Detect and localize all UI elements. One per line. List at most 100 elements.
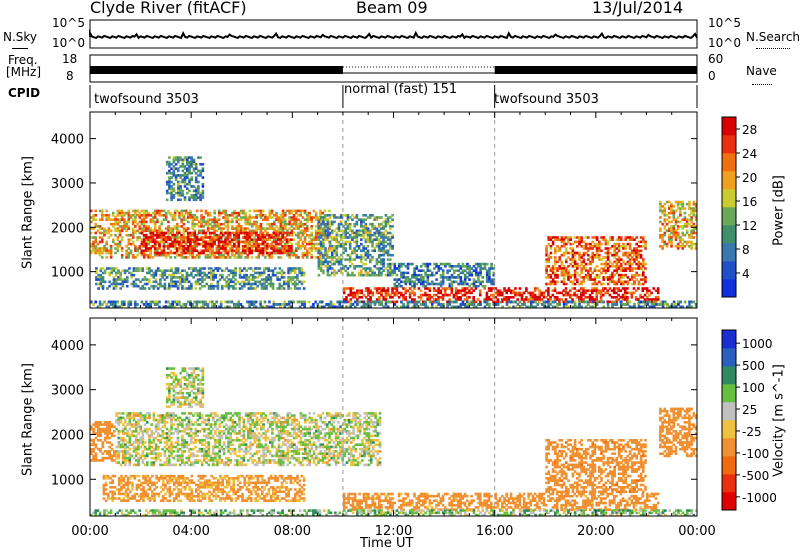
power-echo-cell <box>189 236 192 239</box>
power-echo-cell <box>362 214 365 217</box>
power-echo-cell <box>239 229 243 233</box>
power-echo-cell <box>142 209 146 213</box>
power-echo-cell <box>608 300 612 304</box>
power-echo-cell <box>608 287 612 290</box>
power-echo-cell <box>339 238 343 241</box>
power-echo-cell <box>600 282 603 286</box>
power-echo-cell <box>589 278 592 281</box>
power-echo-cell <box>371 271 374 275</box>
power-echo-cell <box>287 271 290 275</box>
power-echo-cell <box>171 303 174 306</box>
power-echo-cell <box>270 211 274 215</box>
power-echo-cell <box>180 218 183 221</box>
power-echo-cell <box>644 245 647 248</box>
power-echo-cell <box>101 251 104 255</box>
power-echo-cell <box>485 280 489 284</box>
power-echo-cell <box>148 267 151 270</box>
power-echo-cell <box>168 156 171 159</box>
power-echo-cell <box>565 236 568 239</box>
power-echo-cell <box>430 300 434 304</box>
power-echo-cell <box>470 267 474 270</box>
power-echo-cell <box>202 238 205 241</box>
power-echo-cell <box>382 236 385 239</box>
power-echo-cell <box>533 289 537 292</box>
power-echo-cell <box>228 247 232 250</box>
power-echo-cell <box>233 238 236 241</box>
power-echo-cell <box>501 293 504 297</box>
power-echo-cell <box>328 247 332 250</box>
power-echo-cell <box>599 298 603 301</box>
power-echo-cell <box>346 273 350 277</box>
power-echo-cell <box>540 298 544 301</box>
power-echo-cell <box>446 262 449 266</box>
power-echo-cell <box>291 282 295 286</box>
power-echo-cell <box>562 280 566 284</box>
power-echo-cell <box>554 238 557 241</box>
power-echo-cell <box>567 271 570 275</box>
power-echo-cell <box>348 227 352 230</box>
power-echo-cell <box>288 222 291 226</box>
power-echo-cell <box>382 251 385 255</box>
power-echo-cell <box>558 291 561 295</box>
power-echo-cell <box>235 305 238 309</box>
power-echo-cell <box>114 287 118 290</box>
power-echo-cell <box>339 242 343 246</box>
power-echo-cell <box>116 211 120 215</box>
power-echo-cell <box>103 229 106 233</box>
power-echo-cell <box>474 267 478 270</box>
power-echo-cell <box>186 158 189 162</box>
power-echo-cell <box>187 280 191 284</box>
power-echo-cell <box>306 211 309 215</box>
power-echo-cell <box>571 293 574 297</box>
power-echo-cell <box>364 296 368 299</box>
power-echo-cell <box>580 305 583 309</box>
power-echo-cell <box>487 287 491 290</box>
power-echo-cell <box>494 303 498 306</box>
power-echo-cell <box>156 231 159 235</box>
power-echo-cell <box>153 225 157 228</box>
power-echo-cell <box>443 291 447 295</box>
power-echo-cell <box>306 218 309 221</box>
power-echo-cell <box>670 238 673 241</box>
power-echo-cell <box>258 267 262 270</box>
power-echo-cell <box>527 305 531 309</box>
power-echo-cell <box>150 284 153 288</box>
power-echo-cell <box>564 289 568 292</box>
power-echo-cell <box>149 236 152 239</box>
power-echo-cell <box>587 276 590 279</box>
power-echo-cell <box>328 236 332 239</box>
power-echo-cell <box>670 209 673 213</box>
power-echo-cell <box>578 240 581 244</box>
power-echo-cell <box>191 216 194 219</box>
power-echo-cell <box>153 251 157 255</box>
power-echo-cell <box>389 227 392 230</box>
power-echo-cell <box>142 251 146 255</box>
power-echo-cell <box>382 240 385 244</box>
power-echo-cell <box>584 251 588 255</box>
power-echo-cell <box>610 289 614 292</box>
power-echo-cell <box>578 242 581 246</box>
power-echo-cell <box>176 267 180 270</box>
power-echo-cell <box>588 293 592 297</box>
power-echo-cell <box>364 289 368 292</box>
power-echo-cell <box>417 300 421 304</box>
power-echo-cell <box>197 191 200 195</box>
power-echo-cell <box>560 238 564 241</box>
power-echo-cell <box>322 242 325 246</box>
power-echo-cell <box>457 296 460 299</box>
power-echo-cell <box>259 231 262 235</box>
power-echo-cell <box>342 245 345 248</box>
power-echo-cell <box>292 222 296 226</box>
power-echo-cell <box>170 282 173 286</box>
power-echo-cell <box>380 253 383 257</box>
power-echo-cell <box>204 245 207 248</box>
power-echo-cell <box>406 265 410 268</box>
power-echo-cell <box>448 287 451 290</box>
power-echo-cell <box>411 298 414 301</box>
power-echo-cell <box>112 267 116 270</box>
power-echo-cell <box>591 236 594 239</box>
power-echo-cell <box>170 278 173 281</box>
power-echo-cell <box>241 305 245 309</box>
power-echo-cell <box>477 265 480 268</box>
power-echo-cell <box>628 236 632 239</box>
